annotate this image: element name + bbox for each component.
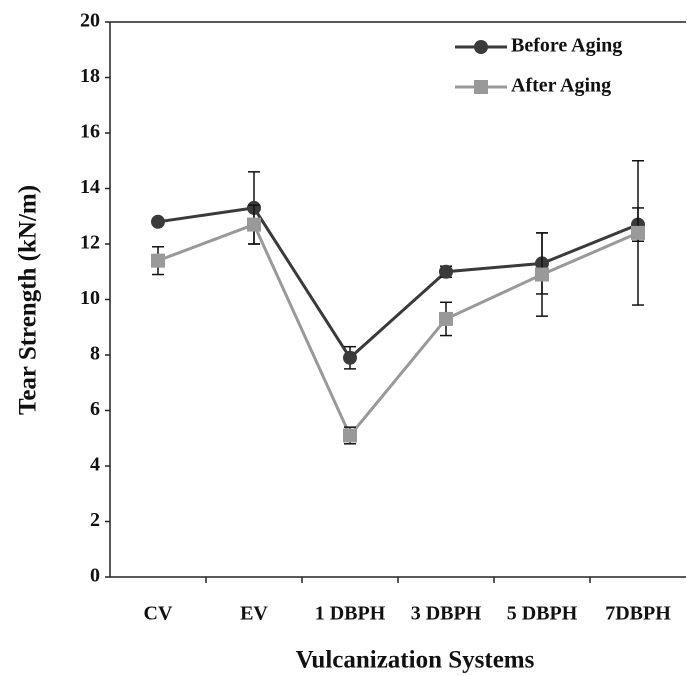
data-point bbox=[343, 350, 357, 365]
data-point bbox=[151, 253, 165, 268]
data-point bbox=[535, 267, 549, 282]
x-tick-label: 1 DBPH bbox=[315, 603, 386, 625]
data-point bbox=[439, 264, 453, 279]
y-tick-label: 18 bbox=[80, 65, 100, 87]
y-tick-label: 12 bbox=[80, 232, 100, 254]
data-point bbox=[631, 225, 645, 240]
y-tick-label: 10 bbox=[80, 287, 100, 309]
y-tick-label: 2 bbox=[90, 509, 100, 531]
legend-label: After Aging bbox=[511, 75, 611, 97]
x-tick-label: CV bbox=[144, 603, 173, 625]
series-line bbox=[157, 222, 639, 439]
x-tick-label: EV bbox=[240, 603, 268, 625]
legend-label: Before Aging bbox=[511, 35, 622, 57]
series-line bbox=[157, 206, 639, 361]
y-tick-label: 14 bbox=[80, 176, 100, 198]
y-tick-label: 4 bbox=[90, 454, 100, 476]
legend-marker bbox=[474, 40, 488, 54]
x-tick-label: 3 DBPH bbox=[411, 603, 482, 625]
x-tick-label: 7DBPH bbox=[605, 603, 671, 625]
y-tick-label: 20 bbox=[80, 10, 100, 32]
data-point bbox=[247, 217, 261, 232]
legend-marker bbox=[474, 80, 488, 94]
y-tick-label: 16 bbox=[80, 121, 100, 143]
y-tick-label: 0 bbox=[90, 565, 100, 587]
data-point bbox=[343, 428, 357, 443]
x-tick-label: 5 DBPH bbox=[507, 603, 578, 625]
data-point bbox=[439, 311, 453, 326]
y-tick-label: 8 bbox=[90, 343, 100, 365]
y-tick-label: 6 bbox=[90, 398, 100, 420]
y-axis-label: Tear Strength (kN/m) bbox=[15, 185, 42, 415]
x-axis-label: Vulcanization Systems bbox=[296, 647, 535, 674]
data-point bbox=[151, 214, 165, 229]
